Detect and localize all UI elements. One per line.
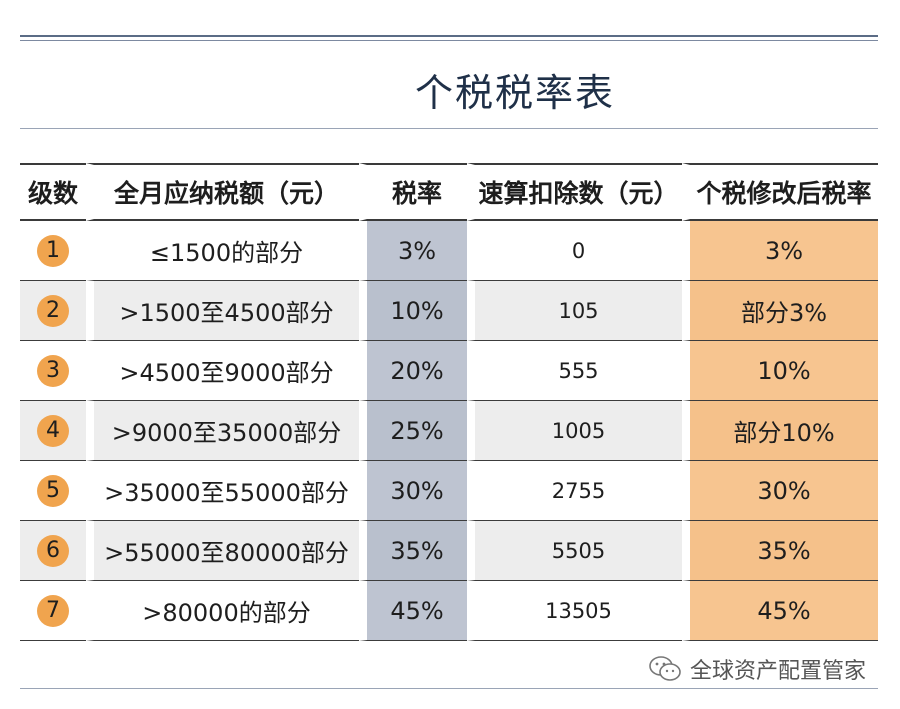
rate-cell: 3% (359, 221, 467, 281)
rate-cell: 10% (359, 281, 467, 341)
header-income: 全月应纳税额（元） (86, 163, 359, 221)
deduction-cell: 555 (467, 341, 682, 401)
rate-cell: 20% (359, 341, 467, 401)
header-rate: 税率 (359, 163, 467, 221)
new-rate-cell: 45% (682, 581, 878, 641)
rate-cell: 30% (359, 461, 467, 521)
income-cell: >4500至9000部分 (86, 341, 359, 401)
new-rate-cell: 10% (682, 341, 878, 401)
level-badge: 6 (37, 534, 69, 567)
deduction-cell: 2755 (467, 461, 682, 521)
table-header-row: 级数 全月应纳税额（元） 税率 速算扣除数（元） 个税修改后税率 (20, 163, 878, 221)
new-rate-cell: 3% (682, 221, 878, 281)
deduction-cell: 5505 (467, 521, 682, 581)
watermark-text: 全球资产配置管家 (690, 659, 867, 684)
table-row: 7 >80000的部分 45% 13505 45% (20, 581, 878, 641)
level-badge: 4 (37, 414, 69, 447)
header-new-rate: 个税修改后税率 (682, 163, 878, 221)
table-row: 5 >35000至55000部分 30% 2755 30% (20, 461, 878, 521)
bottom-rule (20, 688, 878, 689)
deduction-cell: 13505 (467, 581, 682, 641)
level-badge: 1 (37, 234, 69, 267)
level-badge: 3 (37, 354, 69, 387)
table-row: 3 >4500至9000部分 20% 555 10% (20, 341, 878, 401)
table-row: 4 >9000至35000部分 25% 1005 部分10% (20, 401, 878, 461)
wechat-icon (649, 656, 681, 681)
level-badge: 2 (37, 294, 69, 327)
table-row: 1 ≤1500的部分 3% 0 3% (20, 221, 878, 281)
income-cell: >55000至80000部分 (86, 521, 359, 581)
table-row: 6 >55000至80000部分 35% 5505 35% (20, 521, 878, 581)
deduction-cell: 105 (467, 281, 682, 341)
new-rate-cell: 35% (682, 521, 878, 581)
deduction-cell: 0 (467, 221, 682, 281)
deduction-cell: 1005 (467, 401, 682, 461)
header-deduction: 速算扣除数（元） (467, 163, 682, 221)
level-badge: 5 (37, 474, 69, 507)
income-cell: >1500至4500部分 (86, 281, 359, 341)
rate-cell: 45% (359, 581, 467, 641)
new-rate-cell: 部分3% (682, 281, 878, 341)
new-rate-cell: 部分10% (682, 401, 878, 461)
title-divider (20, 128, 878, 129)
new-rate-cell: 30% (682, 461, 878, 521)
table-row: 2 >1500至4500部分 10% 105 部分3% (20, 281, 878, 341)
tax-rate-table: 级数 全月应纳税额（元） 税率 速算扣除数（元） 个税修改后税率 1 ≤1500… (20, 163, 878, 641)
header-level: 级数 (20, 163, 86, 221)
top-rule-thin (20, 40, 878, 41)
income-cell: ≤1500的部分 (86, 221, 359, 281)
income-cell: >80000的部分 (86, 581, 359, 641)
income-cell: >35000至55000部分 (86, 461, 359, 521)
watermark: 全球资产配置管家 (648, 654, 866, 684)
page-title: 个税税率表 (414, 71, 615, 115)
rate-cell: 25% (359, 401, 467, 461)
rate-cell: 35% (359, 521, 467, 581)
level-badge: 7 (37, 594, 69, 627)
income-cell: >9000至35000部分 (86, 401, 359, 461)
top-rule (20, 35, 878, 37)
